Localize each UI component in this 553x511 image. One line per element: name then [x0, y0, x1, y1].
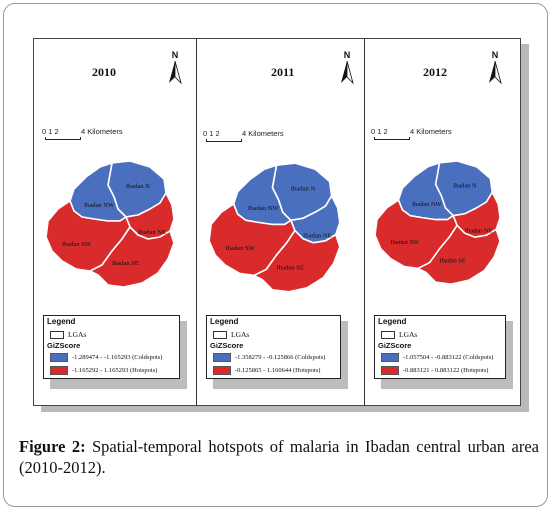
year-title: 2012 [423, 65, 447, 79]
legend-coldspot-swatch [50, 353, 68, 362]
year-title: 2010 [92, 65, 116, 79]
north-arrow-icon: N [485, 49, 505, 90]
lga-label: Ibadan SW [62, 241, 92, 248]
lga-label: Ibadan SE [440, 258, 466, 265]
north-arrow-icon: N [337, 49, 357, 90]
figure-caption: Figure 2: Spatial-temporal hotspots of m… [19, 436, 539, 478]
lga-region-ibadan-se [89, 226, 175, 288]
lga-map: Ibadan N Ibadan NW Ibadan NE Ibadan SW Ibada… [371, 159, 508, 293]
legend-hotspot-label: -0.125865 - 1.160644 (Hotspots) [235, 367, 321, 374]
legend-coldspot-label: -1.358279 - -0.125866 (Coldspots) [235, 354, 326, 361]
scale-ticks: 0 1 2 [42, 127, 59, 136]
legend-lga-swatch [213, 331, 227, 339]
lga-label: Ibadan SE [277, 264, 304, 271]
scale-unit: 4 Kilometers [81, 127, 123, 136]
caption-label: Figure 2: [19, 437, 86, 456]
lga-map: Ibadan N Ibadan NW Ibadan NE Ibadan SW Ibada… [205, 161, 348, 301]
north-label: N [492, 50, 499, 60]
scale-line [206, 139, 242, 142]
lga-region-ibadan-se [253, 229, 341, 293]
legend-lga-swatch [381, 331, 395, 339]
legend-hotspot-swatch [381, 366, 399, 375]
lga-label: Ibadan NW [84, 202, 115, 209]
legend-hotspot-swatch [213, 366, 231, 375]
lga-label: Ibadan N [126, 183, 150, 190]
lga-label: Ibadan N [291, 186, 316, 193]
lga-map: Ibadan N Ibadan NW Ibadan NE Ibadan SW Ibada… [42, 159, 182, 296]
legend-lga-label: LGAs [399, 330, 418, 339]
legend-hotspot-label: -0.883121 - 0.883122 (Hotspots) [403, 367, 489, 374]
legend-title: Legend [47, 317, 76, 326]
legend-title: Legend [210, 317, 239, 326]
legend-gizscore-title: GiZScore [210, 341, 244, 350]
legend-coldspot-label: -1.057504 - -0.883122 (Coldspots) [403, 354, 494, 361]
north-arrow-icon: N [165, 49, 185, 90]
lga-label: Ibadan N [453, 182, 477, 189]
legend-gizscore-title: GiZScore [378, 341, 412, 350]
legend-lga-swatch [50, 331, 64, 339]
scale-ticks: 0 1 2 [371, 127, 388, 136]
legend-coldspot-label: -1.289474 - -1.165293 (Coldspots) [72, 354, 163, 361]
legend-lga-label: LGAs [231, 330, 250, 339]
lga-region-ibadan-se [417, 224, 501, 285]
legend-title: Legend [378, 317, 407, 326]
legend-coldspot-swatch [381, 353, 399, 362]
lga-label: Ibadan NE [465, 227, 492, 234]
north-label: N [172, 50, 179, 60]
scale-ticks: 0 1 2 [203, 129, 220, 138]
scale-unit: 4 Kilometers [410, 127, 452, 136]
legend-hotspot-label: -1.165292 - 1.165293 (Hotspots) [72, 367, 158, 374]
lga-label: Ibadan SW [391, 239, 419, 246]
lga-label: Ibadan NW [248, 205, 279, 212]
lga-label: Ibadan NE [303, 233, 332, 240]
map-legend: Legend LGAs GiZScore -1.057504 - -0.883122 … [374, 315, 506, 379]
map-legend: Legend LGAs GiZScore -1.289474 - -1.165293 … [43, 315, 180, 379]
year-title: 2011 [271, 65, 295, 79]
caption-text: Spatial-temporal hotspots of malaria in … [19, 437, 539, 477]
lga-label: Ibadan NW [412, 201, 441, 208]
map-legend: Legend LGAs GiZScore -1.358279 - -0.125866 … [206, 315, 341, 379]
scale-unit: 4 Kilometers [242, 129, 284, 138]
legend-coldspot-swatch [213, 353, 231, 362]
lga-label: Ibadan NE [138, 229, 166, 236]
scale-line [45, 137, 81, 140]
north-label: N [344, 50, 351, 60]
legend-hotspot-swatch [50, 366, 68, 375]
legend-gizscore-title: GiZScore [47, 341, 81, 350]
lga-label: Ibadan SW [225, 245, 255, 252]
lga-label: Ibadan SE [112, 260, 139, 267]
scale-line [374, 137, 410, 140]
legend-lga-label: LGAs [68, 330, 87, 339]
